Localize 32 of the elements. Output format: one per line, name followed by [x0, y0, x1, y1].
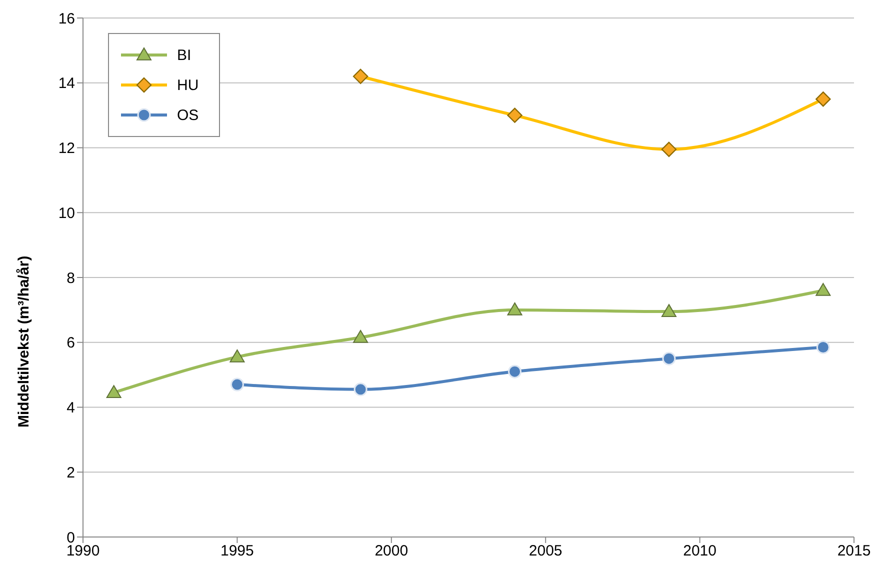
point	[816, 91, 831, 107]
point	[507, 108, 522, 123]
point	[661, 142, 677, 157]
y-tick-label: 12	[58, 140, 75, 158]
x-tick-label: 2005	[528, 542, 562, 560]
legend-label: OS	[177, 106, 199, 124]
x-tick-label: 2010	[683, 542, 716, 560]
point	[661, 304, 676, 317]
point	[354, 382, 368, 396]
y-tick-label: 10	[58, 204, 75, 222]
legend-label: BI	[177, 46, 192, 64]
y-tick-label: 8	[66, 270, 75, 287]
y-tick-label: 4	[66, 400, 75, 417]
x-tick-label: 2015	[837, 542, 871, 560]
y-axis-title: Middeltilvekst (m³/ha/år)	[15, 256, 32, 428]
x-tick-label: 1995	[220, 542, 254, 560]
point	[508, 364, 522, 378]
point	[816, 282, 831, 296]
point	[230, 378, 244, 392]
y-tick-label: 6	[66, 334, 75, 352]
point	[353, 330, 368, 343]
y-tick-label: 14	[58, 75, 75, 92]
point	[816, 340, 830, 354]
point	[106, 385, 122, 398]
legend-label: HU	[177, 76, 199, 94]
point	[507, 302, 522, 316]
point	[662, 352, 676, 366]
point	[352, 68, 368, 84]
y-tick-label: 2	[66, 464, 75, 482]
x-tick-label: 2000	[374, 542, 408, 560]
point	[230, 349, 245, 362]
y-tick-label: 16	[58, 10, 75, 28]
